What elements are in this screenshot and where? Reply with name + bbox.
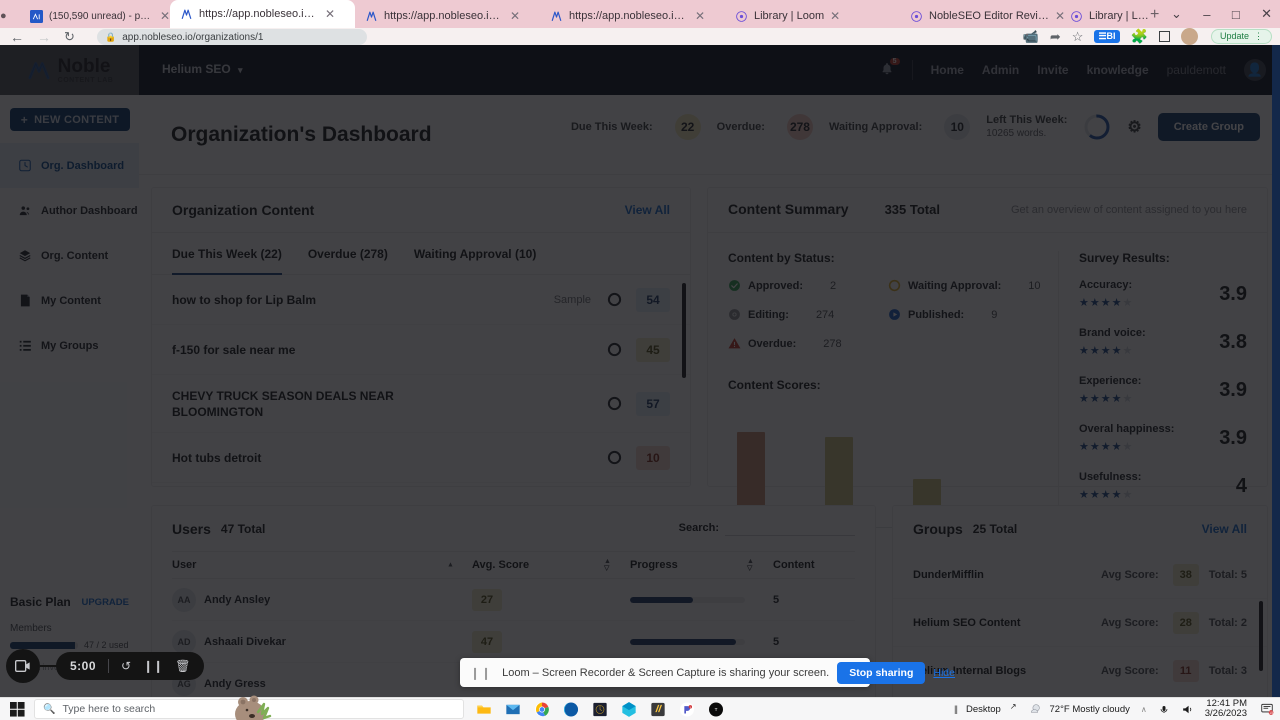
svg-text:T: T (715, 707, 718, 712)
svg-text:15: 15 (1269, 711, 1273, 715)
